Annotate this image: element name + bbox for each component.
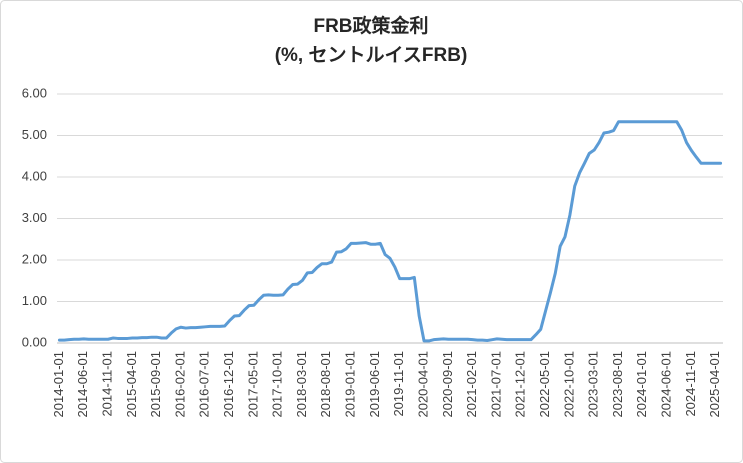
x-tick-label: 2024-11-01 — [683, 351, 698, 417]
y-tick-label: 0.00 — [22, 334, 47, 349]
x-tick-label: 2022-05-01 — [537, 351, 552, 418]
y-tick-label: 2.00 — [22, 251, 47, 266]
x-tick-label: 2015-04-01 — [124, 351, 139, 418]
y-tick-label: 5.00 — [22, 127, 47, 142]
x-tick-label: 2023-08-01 — [610, 351, 625, 418]
x-tick-label: 2021-02-01 — [464, 351, 479, 418]
y-tick-label: 3.00 — [22, 210, 47, 225]
chart-subtitle: (%, セントルイスFRB) — [275, 45, 468, 66]
y-tick-label: 1.00 — [22, 293, 47, 308]
y-tick-label: 4.00 — [22, 168, 47, 183]
x-tick-label: 2020-09-01 — [440, 351, 455, 418]
x-tick-label: 2017-10-01 — [270, 351, 285, 418]
x-tick-label: 2020-04-01 — [415, 351, 430, 418]
x-tick-label: 2016-07-01 — [197, 351, 212, 418]
x-tick-label: 2014-11-01 — [99, 351, 114, 417]
x-tick-label: 2023-03-01 — [586, 351, 601, 418]
x-tick-label: 2021-12-01 — [513, 351, 528, 418]
x-tick-label: 2018-03-01 — [294, 351, 309, 418]
x-tick-label: 2019-01-01 — [343, 351, 358, 418]
x-tick-label: 2019-11-01 — [391, 351, 406, 417]
x-tick-label: 2018-08-01 — [318, 351, 333, 418]
x-tick-label: 2015-09-01 — [148, 351, 163, 418]
series-line — [57, 120, 723, 343]
x-tick-label: 2024-06-01 — [659, 351, 674, 418]
x-tick-label: 2014-06-01 — [75, 351, 90, 418]
x-tick-label: 2016-12-01 — [221, 351, 236, 418]
x-tick-label: 2016-02-01 — [172, 351, 187, 418]
x-tick-label: 2019-06-01 — [367, 351, 382, 418]
x-tick-label: 2017-05-01 — [245, 351, 260, 418]
x-tick-label: 2024-01-01 — [634, 351, 649, 418]
chart-title: FRB政策金利 — [313, 14, 428, 37]
x-tick-label: 2014-01-01 — [51, 351, 66, 418]
y-tick-label: 6.00 — [22, 85, 47, 100]
x-tick-label: 2022-10-01 — [561, 351, 576, 418]
x-tick-label: 2021-07-01 — [488, 351, 503, 418]
x-tick-label: 2025-04-01 — [707, 351, 722, 418]
